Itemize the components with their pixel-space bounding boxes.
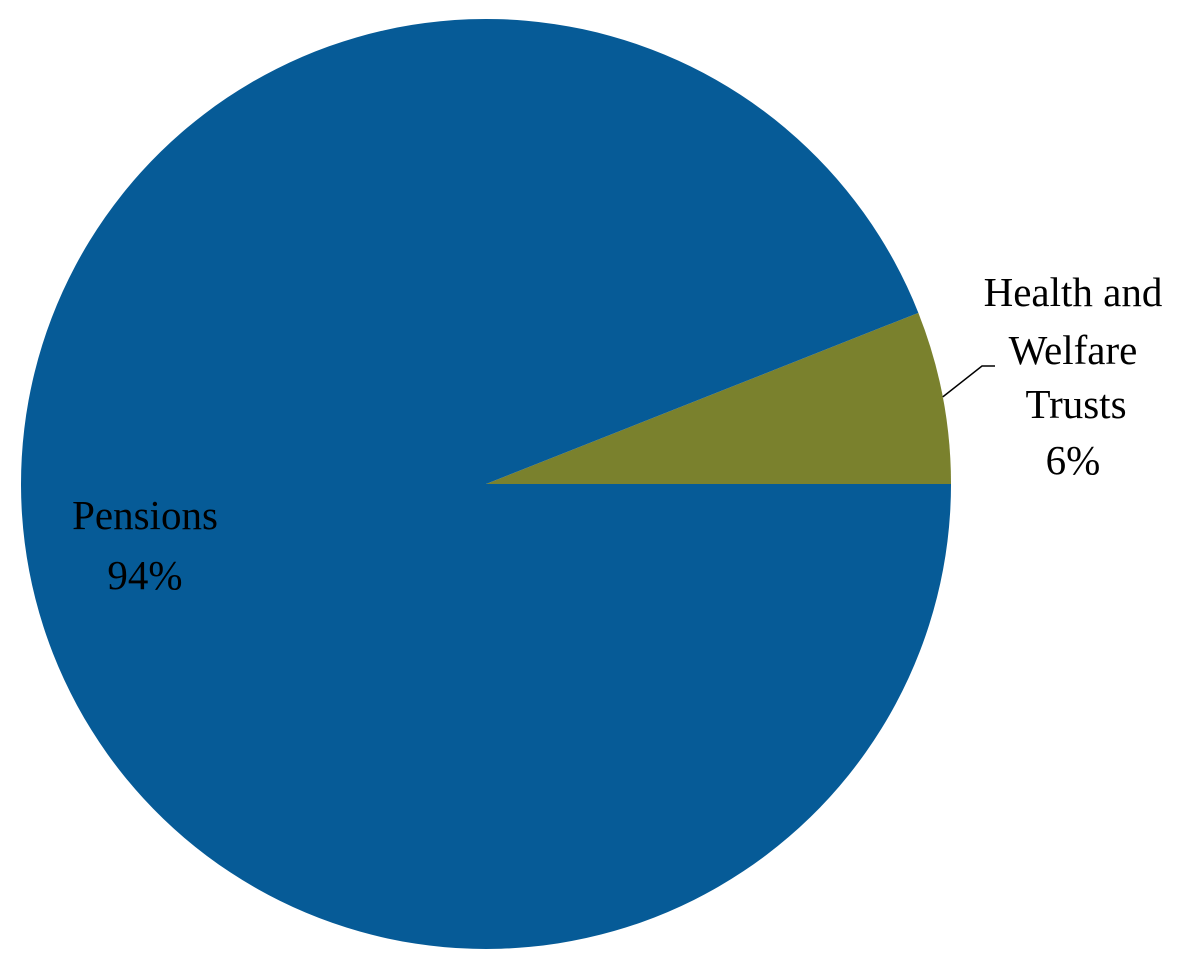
slice-label-health-welfare-trusts: Health and Welfare Trusts 6% [984, 269, 1163, 483]
leader-lines [942, 365, 995, 398]
pie-slice-health-and-welfare-trusts [486, 312, 951, 484]
leader-line [942, 365, 995, 398]
slice-name-line-2: Welfare [1009, 327, 1138, 373]
slice-value-label: 6% [1046, 437, 1101, 483]
slice-label-pensions: Pensions 94% [72, 492, 218, 598]
pie-slices [20, 18, 952, 949]
slice-name-line-3: Trusts [1025, 381, 1126, 427]
slice-name-line-1: Pensions [72, 492, 218, 538]
pie-slice-pensions [20, 18, 952, 949]
slice-value-label: 94% [107, 552, 182, 598]
slice-name-line-1: Health and [984, 269, 1163, 315]
